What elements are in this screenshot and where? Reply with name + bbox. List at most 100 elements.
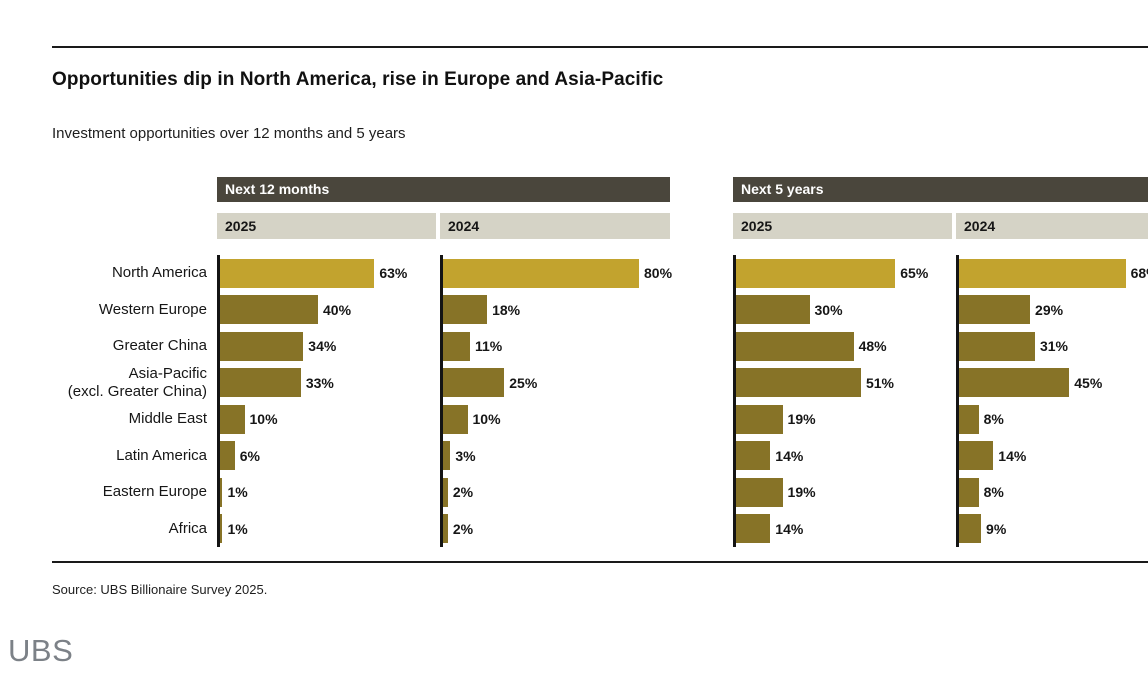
group-header-next-5-years: Next 5 years — [733, 177, 1148, 202]
value-label: 10% — [249, 411, 278, 428]
bar-row: 45% — [959, 365, 1148, 402]
column-header-5y-2024: 2024 — [956, 213, 1148, 239]
bar — [443, 368, 505, 398]
value-label: 14% — [775, 520, 804, 537]
bar — [959, 404, 979, 434]
value-label: 14% — [775, 447, 804, 464]
value-label: 9% — [986, 520, 1007, 537]
bar-row: 8% — [959, 474, 1148, 511]
chart-title: Opportunities dip in North America, rise… — [52, 69, 664, 90]
ubs-logo: UBS — [8, 633, 74, 668]
value-label: 48% — [858, 338, 887, 355]
bar-row: 9% — [959, 511, 1148, 548]
value-label: 34% — [308, 338, 337, 355]
column-header-5y-2025: 2025 — [733, 213, 952, 239]
value-label: 51% — [865, 374, 894, 391]
bar-column-12m-2024: 80% 18% 11% 25% 10% 3% 2% 2% — [440, 255, 673, 548]
bar — [443, 258, 639, 288]
bar-row: 19% — [736, 401, 955, 438]
bar — [443, 514, 448, 544]
bar-row: 2% — [443, 511, 672, 548]
category-label: Greater China — [112, 337, 207, 355]
bar — [959, 331, 1035, 361]
value-label: 14% — [998, 447, 1027, 464]
value-label: 3% — [455, 447, 476, 464]
bar-row: 40% — [220, 292, 439, 329]
value-label: 6% — [239, 447, 260, 464]
value-label: 18% — [492, 301, 521, 318]
value-label: 80% — [644, 265, 673, 282]
category-label: Latin America — [116, 446, 207, 464]
bottom-rule — [52, 561, 1148, 563]
column-header-12m-2024: 2024 — [440, 213, 670, 239]
bar — [959, 295, 1031, 325]
bar — [736, 331, 854, 361]
bar-row: 18% — [443, 292, 672, 329]
bar — [736, 404, 783, 434]
value-label: 33% — [305, 374, 334, 391]
value-label: 8% — [983, 411, 1004, 428]
bar-column-12m-2025: 63% 40% 34% 33% 10% 6% 1% 1% — [217, 255, 439, 547]
bar-row: 48% — [736, 328, 955, 365]
source-note: Source: UBS Billionaire Survey 2025. — [52, 582, 268, 597]
bar — [959, 441, 994, 471]
bar — [736, 258, 896, 288]
bar — [736, 514, 771, 544]
bar — [220, 368, 301, 398]
bar — [443, 477, 448, 507]
bar — [220, 477, 223, 507]
bar-column-5y-2024: 68% 29% 31% 45% 8% 14% 8% 9% — [956, 255, 1148, 547]
value-label: 19% — [787, 411, 816, 428]
bar-row: 10% — [220, 401, 439, 438]
bar-row: 10% — [443, 401, 672, 438]
bar — [443, 404, 468, 434]
bar — [220, 258, 375, 288]
value-label: 65% — [900, 265, 929, 282]
value-label: 31% — [1039, 338, 1068, 355]
value-label: 2% — [452, 520, 474, 537]
bar-row: 1% — [220, 511, 439, 548]
bar-row: 19% — [736, 474, 955, 511]
bar-row: 33% — [220, 365, 439, 402]
category-label: Western Europe — [98, 300, 207, 318]
bar-row: 6% — [220, 438, 439, 475]
bar — [959, 477, 979, 507]
category-label: Africa — [168, 519, 207, 537]
bar-row: 68% — [959, 255, 1148, 292]
bar — [220, 295, 318, 325]
value-label: 25% — [509, 374, 538, 391]
bar — [220, 441, 235, 471]
bar-row: 11% — [443, 328, 672, 365]
bar-row: 1% — [220, 474, 439, 511]
bar-row: 8% — [959, 401, 1148, 438]
bar-row: 31% — [959, 328, 1148, 365]
value-label: 19% — [787, 484, 816, 501]
bar-row: 29% — [959, 292, 1148, 329]
category-label: Asia-Pacific (excl. Greater China) — [67, 364, 207, 400]
value-label: 45% — [1074, 374, 1103, 391]
value-label: 29% — [1035, 301, 1064, 318]
bar — [220, 514, 223, 544]
bar-row: 51% — [736, 365, 955, 402]
bar — [736, 477, 783, 507]
value-label: 40% — [323, 301, 352, 318]
chart-subtitle: Investment opportunities over 12 months … — [52, 125, 406, 142]
bar-column-5y-2025: 65% 30% 48% 51% 19% 14% 19% 14% — [733, 255, 955, 547]
bar-row: 65% — [736, 255, 955, 292]
group-header-next-12-months: Next 12 months — [217, 177, 670, 202]
bar-row: 25% — [443, 365, 672, 402]
value-label: 30% — [814, 301, 843, 318]
category-label: Eastern Europe — [102, 483, 207, 501]
bar — [736, 368, 861, 398]
bar — [220, 404, 245, 434]
value-label: 2% — [452, 484, 474, 501]
category-label: North America — [111, 264, 207, 282]
bar — [736, 295, 810, 325]
bar — [959, 514, 982, 544]
bar-row: 14% — [959, 438, 1148, 475]
bar-row: 2% — [443, 474, 672, 511]
bar-row: 3% — [443, 438, 672, 475]
top-rule — [52, 46, 1148, 48]
value-label: 11% — [474, 338, 503, 355]
